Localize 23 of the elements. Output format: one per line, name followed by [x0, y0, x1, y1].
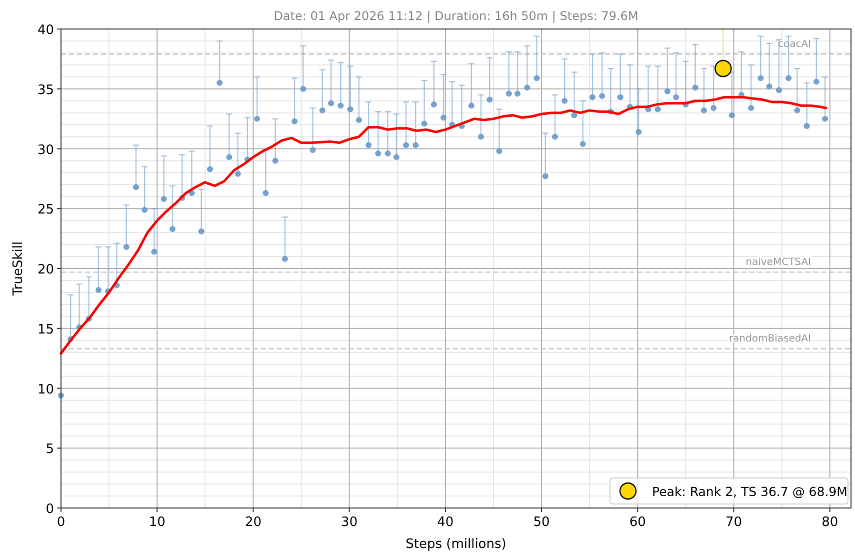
y-tick-label: 30 — [37, 142, 54, 158]
chart-title: Date: 01 Apr 2026 11:12 | Duration: 16h 50m | Steps: 79.6M — [274, 9, 638, 23]
y-tick-label: 10 — [37, 382, 54, 398]
y-tick-label: 25 — [37, 202, 54, 218]
x-tick-label: 10 — [148, 515, 166, 530]
x-tick-label: 60 — [629, 515, 646, 530]
x-axis-title: Steps (millions) — [406, 537, 506, 552]
y-tick-label: 15 — [37, 322, 54, 338]
y-axis-title: TrueSkill — [11, 241, 26, 297]
x-tick-label: 50 — [533, 515, 550, 530]
x-tick-label: 30 — [341, 515, 358, 530]
y-tick-label: 0 — [46, 502, 54, 517]
legend-label: Peak: Rank 2, TS 36.7 @ 68.9M — [652, 484, 848, 499]
x-tick-label: 0 — [56, 515, 66, 530]
ref-line-label: naiveMCTSAI — [746, 257, 811, 268]
x-tick-label: 40 — [437, 515, 454, 530]
x-tick-label: 70 — [725, 515, 742, 530]
y-tick-label: 5 — [46, 442, 54, 458]
x-tick-label: 20 — [244, 515, 262, 530]
y-tick-label: 35 — [37, 82, 54, 98]
y-tick-label: 20 — [37, 262, 54, 278]
x-tick-label: 80 — [822, 515, 838, 530]
y-tick-label: 40 — [37, 23, 54, 38]
